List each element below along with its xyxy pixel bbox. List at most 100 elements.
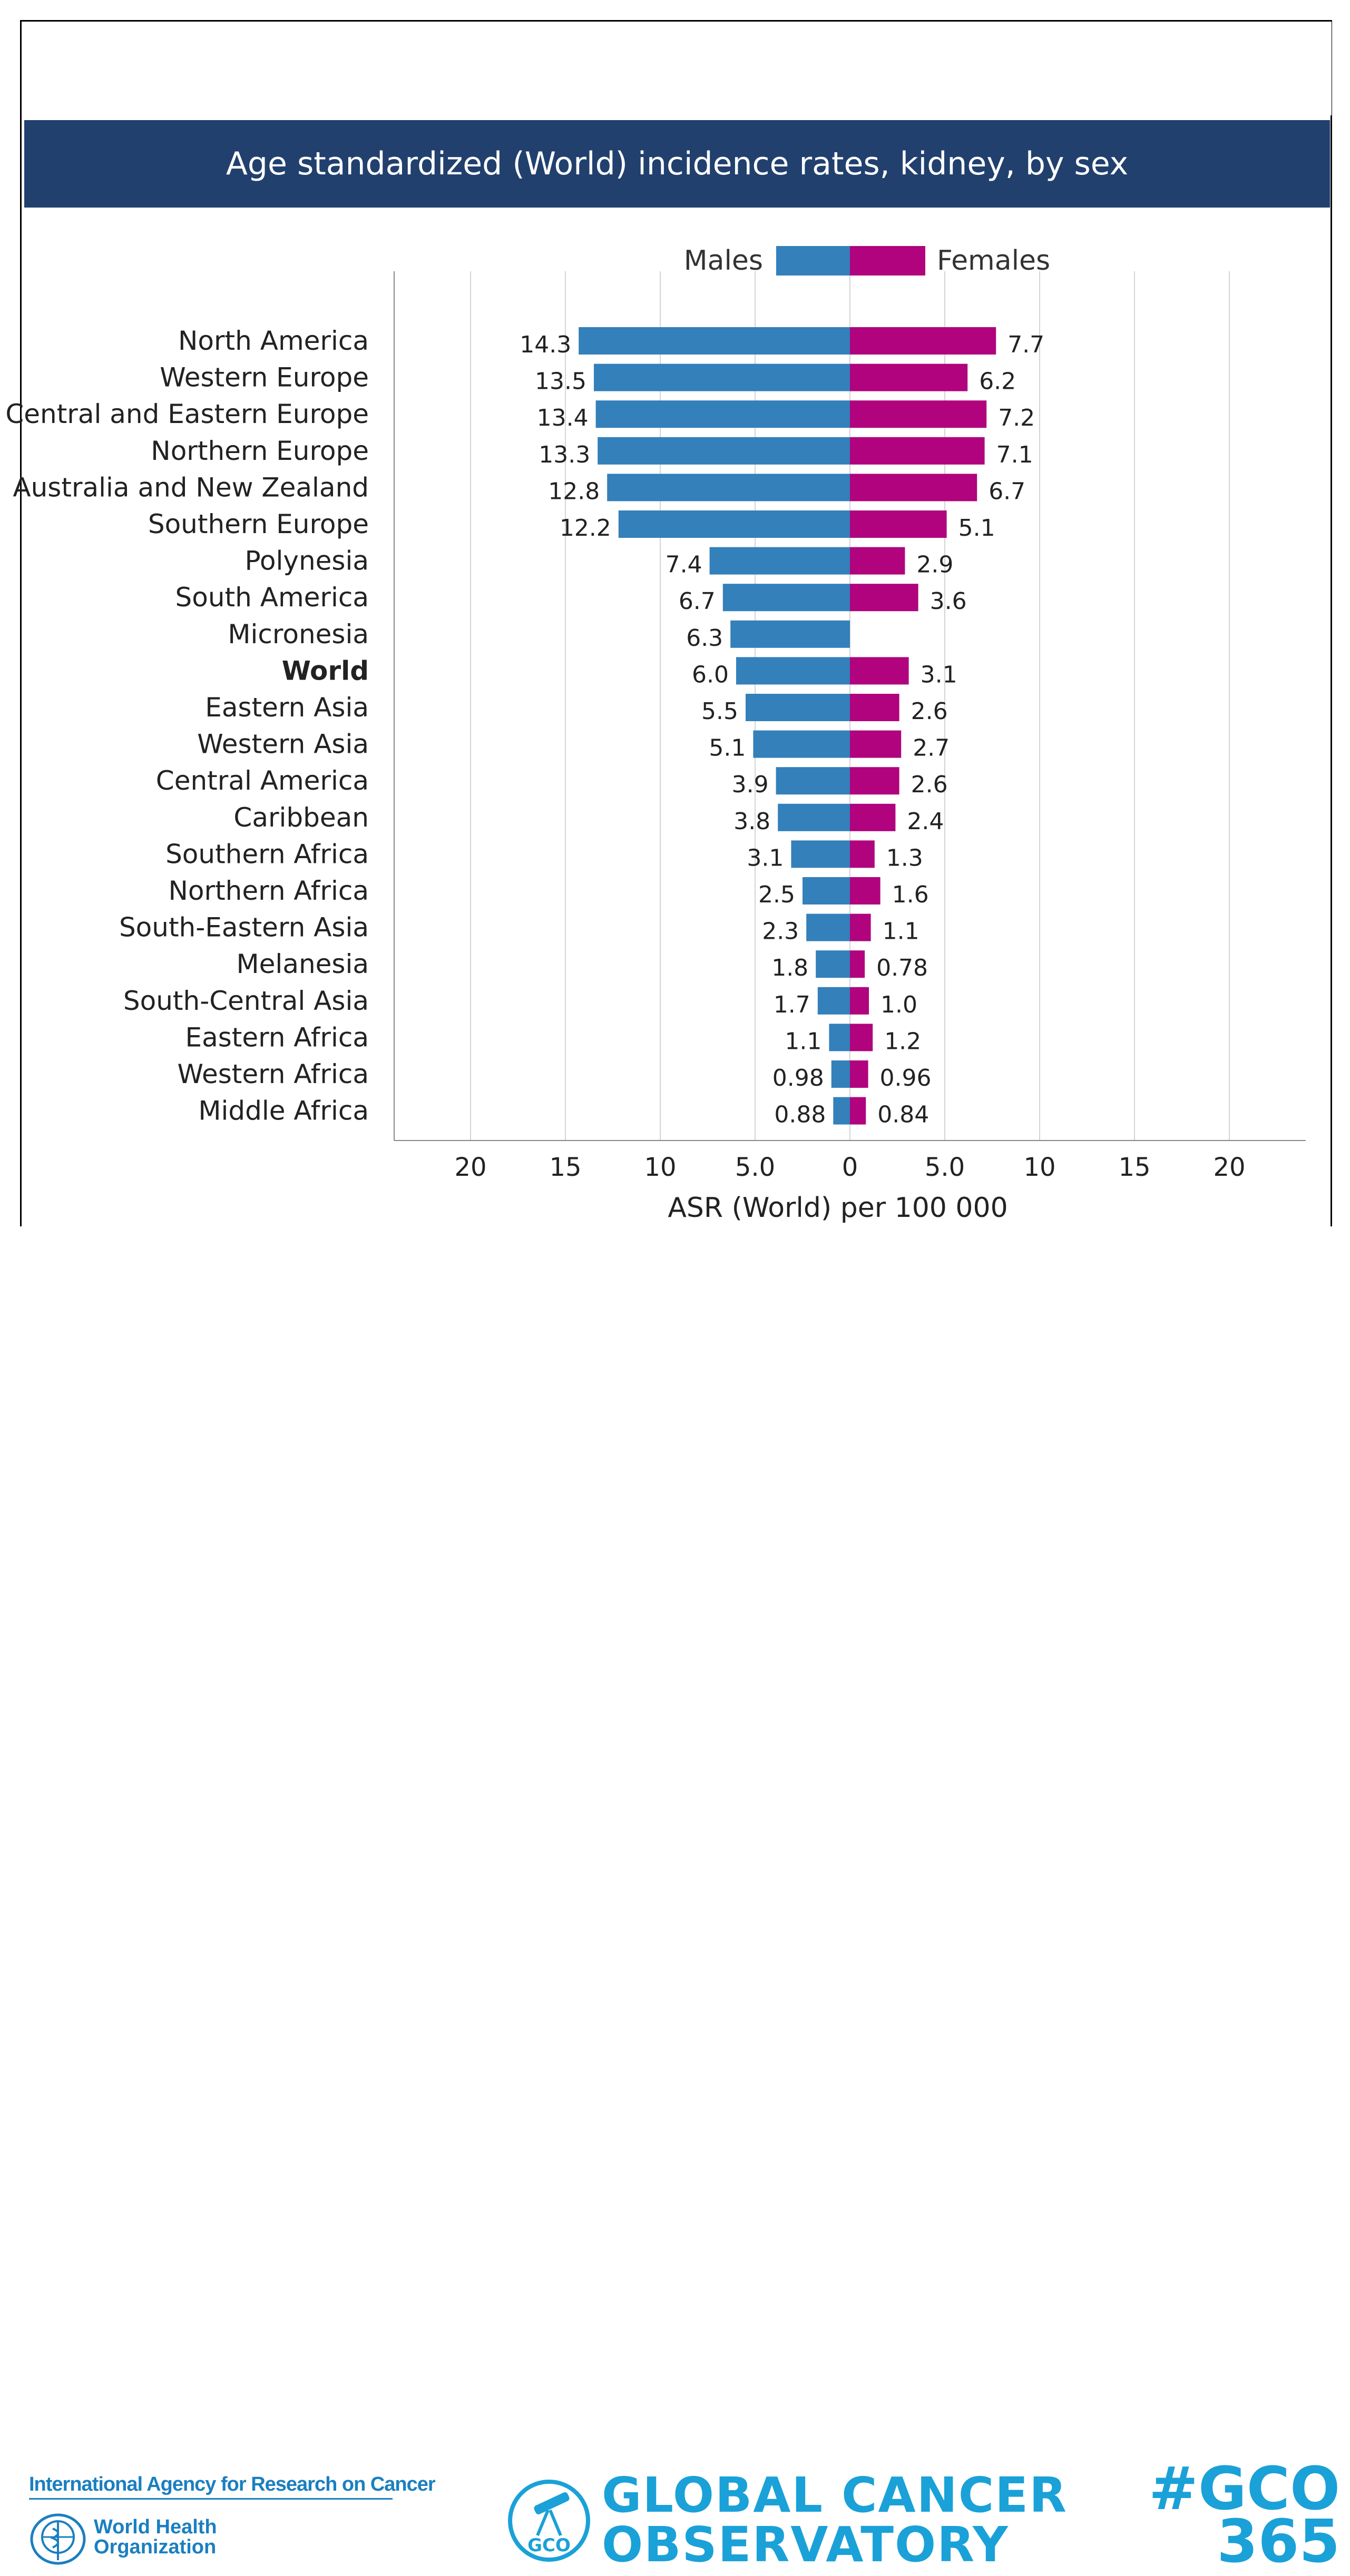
iarc-name: International Agency for Research on Can…	[29, 2473, 436, 2495]
bar-females	[850, 767, 899, 795]
bar-females	[850, 474, 977, 502]
bar-males	[618, 510, 850, 538]
footer: International Agency for Research on Can…	[0, 1227, 1350, 2571]
bar-females	[850, 1024, 873, 1051]
iarc-underline	[29, 2498, 393, 2500]
category-label: Polynesia	[245, 546, 369, 576]
data-label-males: 14.3	[520, 331, 571, 358]
title-bar: Age standardized (World) incidence rates…	[24, 120, 1330, 208]
data-label-males: 2.5	[758, 881, 795, 908]
bar-females	[850, 363, 968, 391]
bar-males	[579, 327, 850, 355]
category-label: Central and Eastern Europe	[5, 399, 369, 429]
legend-swatch-males	[776, 246, 850, 276]
who-emblem-icon	[30, 2513, 86, 2565]
x-tick-label: 20	[454, 1153, 486, 1182]
chart-frame	[20, 20, 1332, 1226]
bar-females	[850, 1097, 866, 1125]
x-tick-label: 5.0	[925, 1153, 965, 1182]
data-label-females: 3.6	[930, 588, 967, 615]
bar-males	[806, 913, 850, 941]
data-label-males: 3.1	[747, 844, 784, 871]
category-label: Western Asia	[197, 729, 369, 760]
bar-females	[850, 1060, 868, 1088]
bar-males	[709, 547, 850, 575]
legend-label-females: Females	[937, 245, 1050, 277]
x-tick-label: 20	[1213, 1153, 1245, 1182]
bar-males	[817, 987, 850, 1015]
data-label-females: 6.7	[989, 478, 1025, 505]
data-label-females: 1.0	[881, 991, 917, 1018]
data-label-males: 13.5	[535, 368, 586, 395]
data-label-females: 3.1	[921, 661, 957, 688]
category-label: World	[282, 655, 369, 686]
x-tick-label: 10	[1023, 1153, 1055, 1182]
data-label-males: 5.5	[701, 698, 738, 725]
bar-males	[778, 803, 850, 831]
data-label-males: 7.4	[666, 552, 702, 578]
data-label-males: 1.1	[785, 1028, 821, 1055]
data-label-males: 6.3	[686, 625, 723, 652]
bar-females	[850, 694, 899, 721]
category-label: North America	[178, 326, 369, 356]
gco-badge-text: GCO	[527, 2535, 571, 2556]
legend-label-males: Males	[684, 245, 763, 277]
chart-title: Age standardized (World) incidence rates…	[226, 145, 1129, 182]
bar-males	[722, 584, 850, 612]
category-label: Australia and New Zealand	[13, 472, 369, 503]
bar-males	[833, 1097, 850, 1125]
legend-swatch-females	[850, 246, 925, 276]
gco-line-2: OBSERVATORY	[602, 2516, 1009, 2573]
who-line-1: World Health	[94, 2516, 217, 2538]
category-label: Western Africa	[177, 1059, 369, 1089]
category-label: Eastern Africa	[185, 1022, 369, 1053]
gco-wordmark: GLOBAL CANCER OBSERVATORY	[602, 2471, 1068, 2570]
data-label-males: 5.1	[709, 735, 746, 762]
data-label-males: 3.8	[733, 808, 770, 835]
data-label-females: 2.6	[911, 771, 948, 798]
data-label-males: 0.88	[774, 1102, 826, 1128]
x-tick-label: 15	[549, 1153, 581, 1182]
bar-males	[595, 400, 850, 428]
category-label: Western Europe	[160, 362, 369, 393]
who-line-2: Organization	[94, 2536, 217, 2558]
data-label-males: 6.0	[692, 661, 729, 688]
data-label-males: 1.7	[774, 991, 810, 1018]
data-label-females: 7.1	[996, 441, 1033, 468]
category-label: Micronesia	[228, 619, 369, 650]
data-label-males: 13.4	[537, 405, 589, 431]
axes: 20 15 10 5.0 0 5.0 10 15 20	[394, 271, 1306, 1182]
bar-females	[850, 657, 909, 685]
category-label: Melanesia	[237, 949, 369, 979]
category-labels: North America Western Europe Central and E…	[5, 326, 369, 1126]
category-label: Caribbean	[233, 802, 369, 833]
bar-females	[850, 987, 869, 1015]
data-label-females: 1.3	[886, 844, 923, 871]
bar-males	[594, 363, 850, 391]
bar-males	[730, 620, 850, 648]
data-label-females: 6.2	[979, 368, 1016, 395]
who-name: World Health Organization	[94, 2517, 217, 2557]
category-label: Southern Africa	[165, 839, 369, 869]
x-axis-title: ASR (World) per 100 000	[668, 1192, 1007, 1224]
bar-females	[850, 840, 875, 868]
x-tick-label: 10	[644, 1153, 676, 1182]
x-tick-label: 15	[1118, 1153, 1150, 1182]
bar-males	[816, 950, 850, 978]
data-label-females: 1.1	[883, 918, 919, 945]
data-label-males: 0.98	[772, 1065, 824, 1092]
data-label-females: 7.7	[1007, 331, 1044, 358]
x-tick-label: 5.0	[735, 1153, 775, 1182]
bar-males	[607, 474, 850, 502]
category-label: Southern Europe	[148, 509, 369, 539]
bar-females	[850, 803, 896, 831]
gco-line-1: GLOBAL CANCER	[602, 2467, 1068, 2523]
bar-males	[598, 437, 850, 465]
bar-females	[850, 400, 987, 428]
data-label-males: 2.3	[762, 918, 799, 945]
bar-males	[746, 694, 850, 721]
data-label-females: 1.2	[884, 1028, 921, 1055]
data-label-males: 6.7	[679, 588, 716, 615]
data-label-males: 3.9	[732, 771, 769, 798]
category-label: South America	[175, 582, 369, 613]
